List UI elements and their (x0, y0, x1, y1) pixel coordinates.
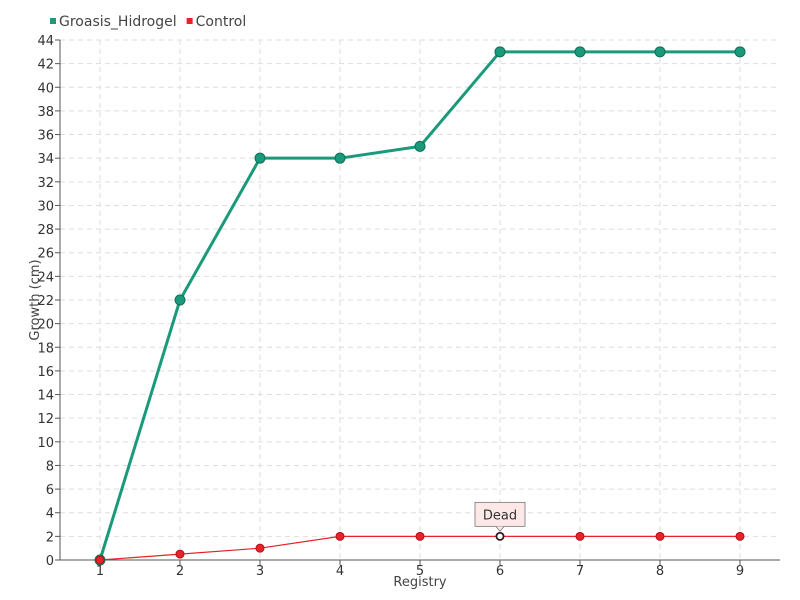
data-point-control[interactable] (255, 543, 265, 553)
x-axis-label: Registry (393, 575, 447, 590)
data-point-groasis-hidrogel[interactable] (574, 46, 586, 58)
y-tick-label: 18 (37, 341, 54, 356)
legend-item-groasis-hidrogel[interactable]: Groasis_Hidrogel (50, 14, 177, 30)
y-tick-label: 38 (37, 105, 54, 120)
x-tick-label: 6 (496, 564, 504, 579)
grid (60, 39, 780, 560)
y-tick-label: 22 (37, 294, 54, 309)
x-tick-label: 2 (176, 564, 184, 579)
data-point-control[interactable] (415, 531, 425, 541)
y-tick-label: 34 (37, 152, 54, 167)
x-tick-label: 1 (96, 564, 104, 579)
y-tick-label: 6 (46, 483, 54, 498)
data-point-control[interactable] (575, 531, 585, 541)
x-tick-label: 8 (656, 564, 664, 579)
x-tick-label: 4 (336, 564, 344, 579)
data-point-control[interactable] (95, 555, 105, 565)
data-point-groasis-hidrogel[interactable] (414, 140, 426, 152)
y-tick-label: 8 (46, 459, 54, 474)
y-tick-label: 14 (37, 389, 54, 404)
y-tick-label: 16 (37, 365, 54, 380)
data-point-control[interactable] (175, 549, 185, 559)
y-tick-label: 10 (37, 436, 54, 451)
legend-swatch (186, 18, 193, 24)
y-tick-label: 0 (46, 554, 54, 569)
legend-swatch (50, 18, 56, 24)
legend[interactable]: Groasis_Hidrogel Control (50, 14, 246, 30)
annotation-pointer (495, 526, 505, 533)
y-tick-label: 30 (37, 199, 54, 214)
annotations: Dead (474, 501, 526, 541)
y-tick-label: 20 (37, 318, 54, 333)
data-point-groasis-hidrogel[interactable] (174, 294, 186, 306)
annotation-box (474, 501, 526, 527)
y-tick-label: 32 (37, 176, 54, 191)
y-tick-label: 40 (37, 81, 54, 96)
y-tick-label: 42 (37, 58, 54, 73)
legend-label: Groasis_Hidrogel (59, 14, 177, 30)
legend-item-control[interactable]: Control (186, 14, 247, 30)
y-tick-label: 26 (37, 247, 54, 262)
y-tick-label: 24 (37, 270, 54, 285)
data-point-control[interactable] (735, 531, 745, 541)
annotation-marker (495, 532, 505, 541)
legend-label: Control (196, 14, 247, 30)
y-tick-label: 2 (46, 530, 54, 545)
x-tick-label: 9 (736, 564, 744, 579)
x-tick-label: 7 (576, 564, 584, 579)
series (94, 46, 746, 566)
y-ticks: 0246810121416182022242628303234363840424… (37, 34, 60, 569)
annotation-label: Dead (483, 508, 517, 523)
data-point-control[interactable] (655, 531, 665, 541)
y-tick-label: 12 (37, 412, 54, 427)
y-tick-label: 4 (46, 507, 54, 522)
data-point-groasis-hidrogel[interactable] (654, 46, 666, 58)
data-point-groasis-hidrogel[interactable] (334, 152, 346, 164)
y-tick-label: 36 (37, 129, 54, 144)
y-tick-label: 44 (37, 34, 54, 49)
y-axis-label: Growth (cm) (28, 259, 43, 340)
x-tick-label: 3 (256, 564, 264, 579)
data-point-control[interactable] (335, 531, 345, 541)
x-tick-label: 5 (416, 564, 424, 579)
data-point-groasis-hidrogel[interactable] (254, 152, 266, 164)
y-tick-label: 28 (37, 223, 54, 238)
data-point-groasis-hidrogel[interactable] (734, 46, 746, 58)
data-point-groasis-hidrogel[interactable] (494, 46, 506, 58)
